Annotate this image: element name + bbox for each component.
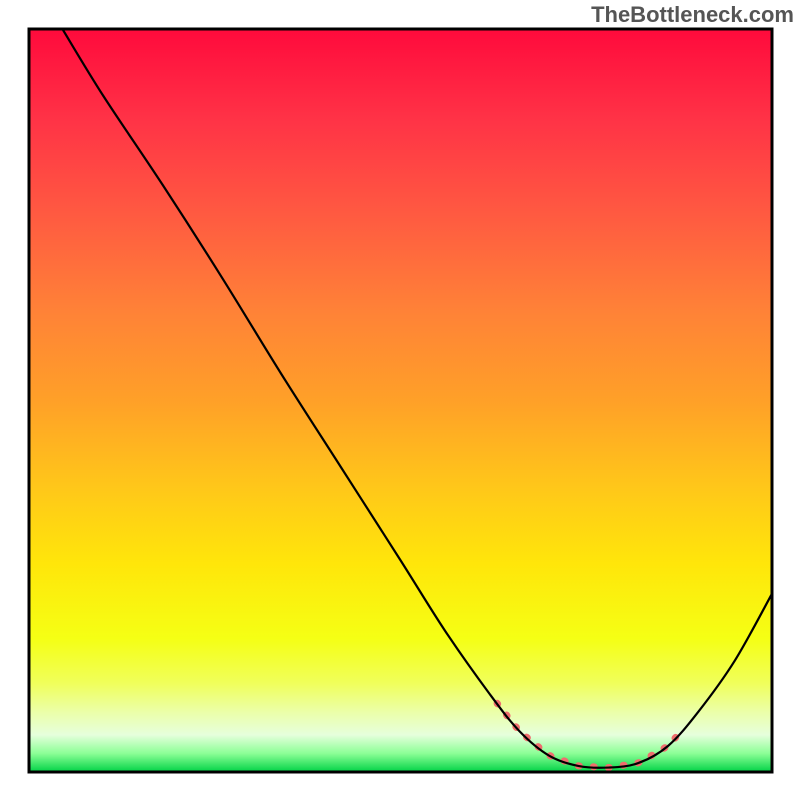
bottleneck-chart — [0, 0, 800, 800]
watermark-text: TheBottleneck.com — [591, 2, 794, 28]
chart-stage: TheBottleneck.com — [0, 0, 800, 800]
gradient-background — [29, 29, 772, 772]
